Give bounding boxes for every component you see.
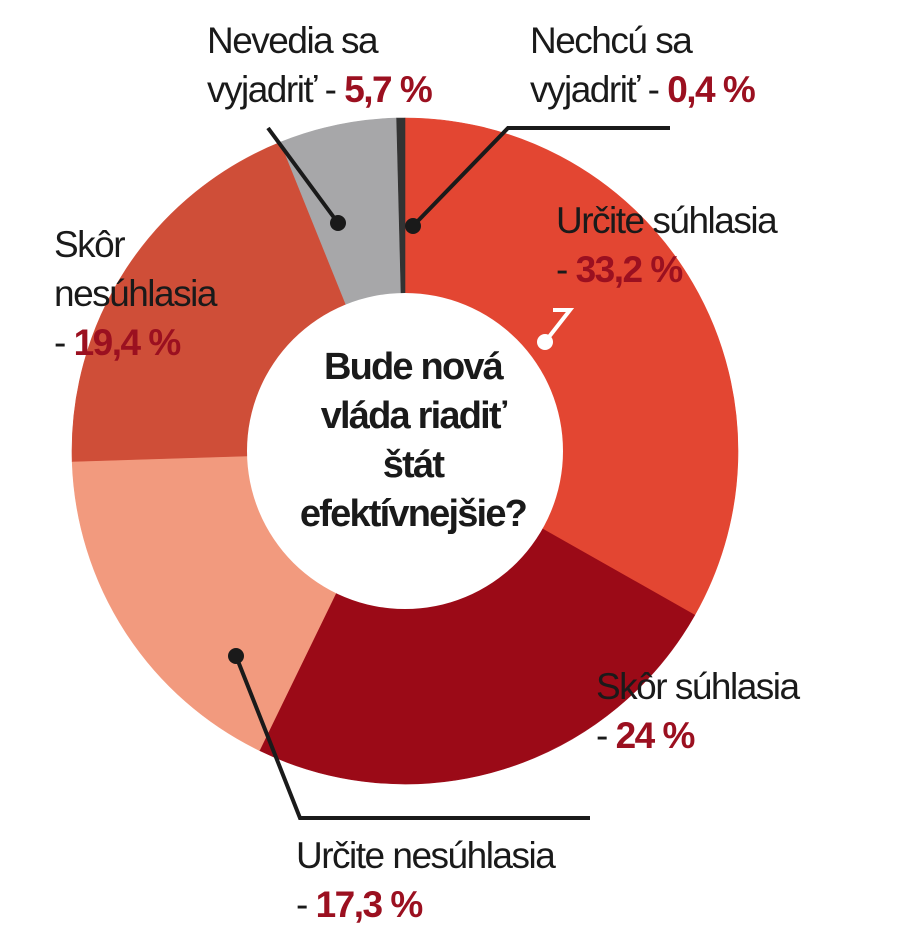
slice-value: 17,3 % (315, 884, 424, 925)
slice-value: 5,7 % (344, 69, 433, 110)
title-line-1: Bude nová (323, 346, 504, 388)
title-line-3: štát (382, 444, 445, 486)
slice-value-line: vyjadriť - 0,4 % (530, 69, 756, 110)
slice-name-line: Nevedia sa (207, 20, 379, 61)
label-nevedia-sa-vyjadrit: Nevedia sa vyjadriť - 5,7 % (207, 16, 433, 114)
label-nechcu-sa-vyjadrit: Nechcú sa vyjadriť - 0,4 % (530, 16, 756, 114)
slice-value: 0,4 % (667, 69, 756, 110)
slice-value-line: - 17,3 % (296, 884, 424, 925)
slice-value: 19,4 % (73, 322, 182, 363)
slice-value-line: vyjadriť - 5,7 % (207, 69, 433, 110)
title-line-2: vláda riadiť (320, 395, 507, 437)
slice-value-line: - 33,2 % (556, 249, 684, 290)
slice-name-line: Skôr (54, 224, 126, 265)
leader-nechcu-sa-vyjadrit (411, 126, 670, 228)
donut-hole (247, 293, 563, 609)
label-skor-nesuhlasia: Skôr nesúhlasia - 19,4 % (54, 220, 217, 367)
slice-value-line: - 24 % (596, 715, 696, 756)
chart-title: Bude nová vláda riadiť štát efektívnejši… (268, 343, 558, 539)
slice-name-line: nesúhlasia (54, 273, 217, 314)
label-urcite-nesuhlasia: Určite nesúhlasia - 17,3 % (296, 831, 556, 929)
title-line-4: efektívnejšie? (299, 493, 528, 535)
slice-name-line: vyjadriť (207, 69, 317, 110)
leader-urcite-nesuhlasia-dot (228, 648, 244, 664)
slice-name-line: Nechcú sa (530, 20, 693, 61)
leader-nevedia-sa-vyjadrit (266, 126, 340, 225)
leader-urcite-suhlasia-dot (537, 334, 553, 350)
leader-nevedia-sa-vyjadrit-dot (330, 215, 346, 231)
slice-value-line: - 19,4 % (54, 322, 182, 363)
leader-nechcu-sa-vyjadrit-dot (405, 218, 421, 234)
label-urcite-suhlasia: Určite súhlasia - 33,2 % (556, 196, 778, 294)
leader-urcite-suhlasia (543, 308, 575, 344)
slice-value: 24 % (615, 715, 696, 756)
leader-urcite-nesuhlasia (234, 655, 590, 820)
leader-lines (228, 126, 670, 820)
slice-name-line: vyjadriť (530, 69, 640, 110)
slice-name-line: Skôr súhlasia (596, 666, 800, 707)
slice-name-line: Určite nesúhlasia (296, 835, 556, 876)
slice-value: 33,2 % (575, 249, 684, 290)
label-skor-suhlasia: Skôr súhlasia - 24 % (596, 662, 800, 760)
slice-name-line: Určite súhlasia (556, 200, 778, 241)
